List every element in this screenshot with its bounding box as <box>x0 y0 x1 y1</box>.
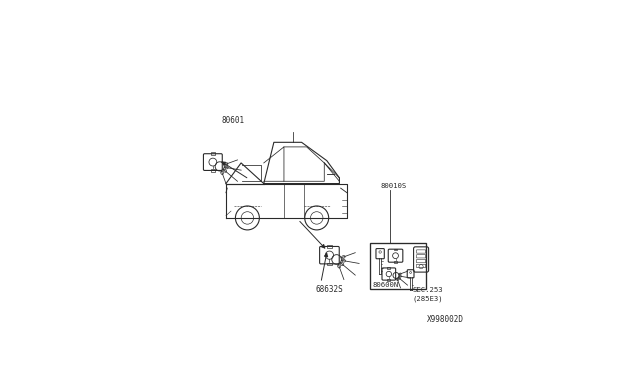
Text: 80600N: 80600N <box>372 282 399 288</box>
Bar <box>327 263 332 265</box>
Text: 80601: 80601 <box>221 116 244 125</box>
Bar <box>387 279 390 280</box>
Bar <box>211 153 215 155</box>
Text: 68632S: 68632S <box>315 285 343 294</box>
Bar <box>327 245 332 248</box>
Text: X998002D: X998002D <box>427 315 464 324</box>
Text: 80010S: 80010S <box>381 183 407 189</box>
Bar <box>371 243 426 289</box>
Bar <box>394 248 397 250</box>
Bar <box>387 267 390 269</box>
Text: SEC.253: SEC.253 <box>413 288 443 294</box>
Bar <box>211 169 215 172</box>
Text: (285E3): (285E3) <box>413 295 443 302</box>
Bar <box>394 261 397 263</box>
